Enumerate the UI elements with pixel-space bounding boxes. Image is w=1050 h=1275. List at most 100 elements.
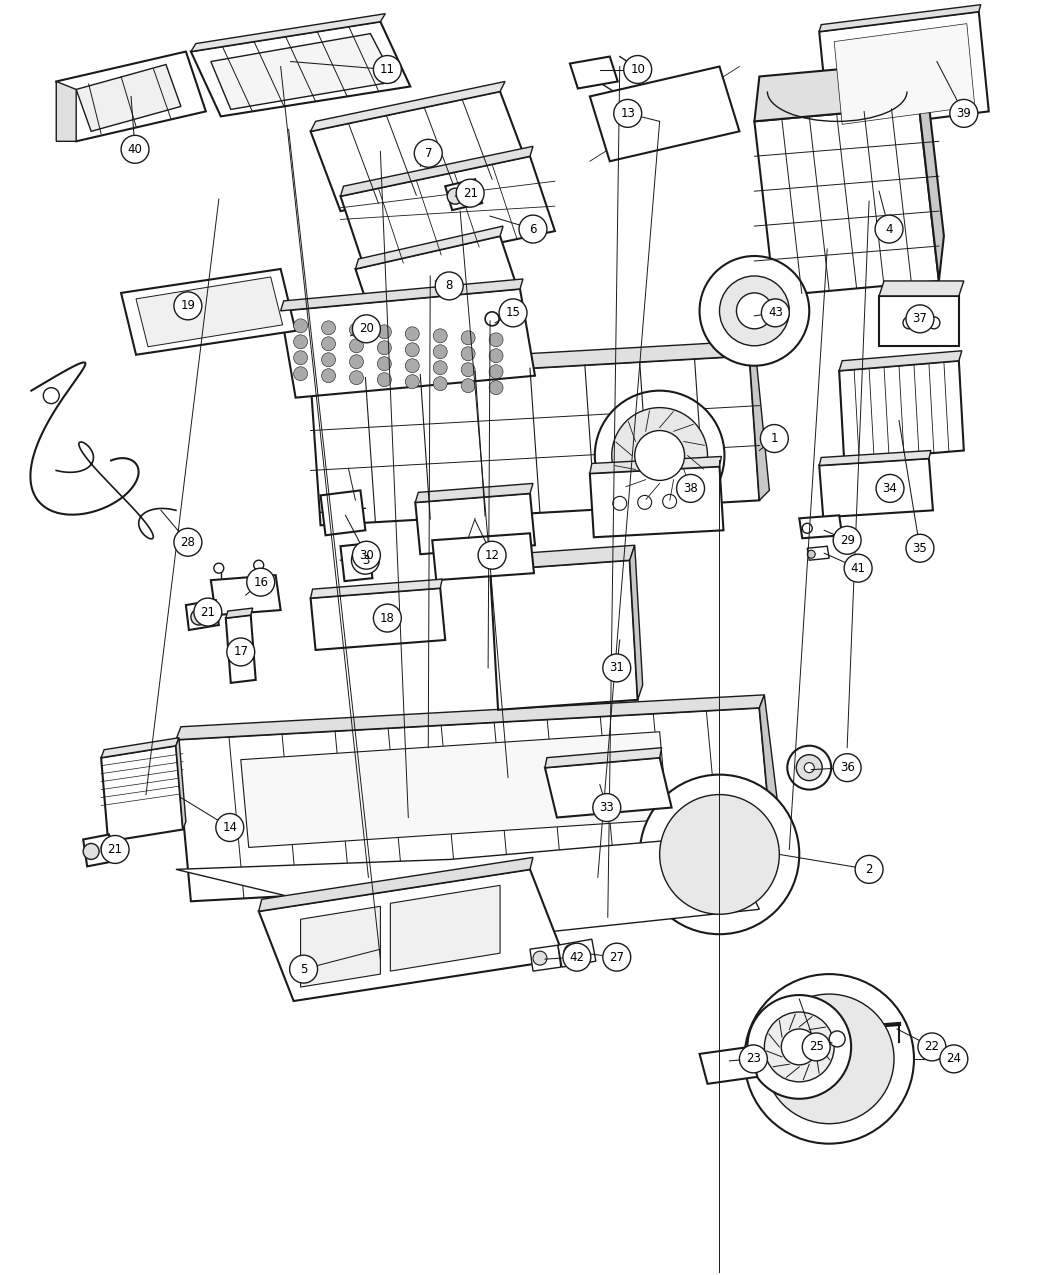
Circle shape [603,654,631,682]
Circle shape [405,358,419,372]
Polygon shape [433,533,534,580]
Circle shape [321,353,336,367]
Circle shape [533,951,547,965]
Text: 2: 2 [865,863,873,876]
Circle shape [434,344,447,358]
Polygon shape [750,340,770,500]
Circle shape [101,835,129,863]
Polygon shape [799,515,842,538]
Polygon shape [311,579,442,598]
Text: 25: 25 [808,1040,823,1053]
Polygon shape [101,746,183,842]
Polygon shape [311,82,505,131]
Polygon shape [490,546,634,570]
Polygon shape [490,560,637,710]
Polygon shape [311,340,754,381]
Text: 29: 29 [840,534,855,547]
Circle shape [194,598,222,626]
Polygon shape [340,157,554,272]
Circle shape [564,945,580,960]
Polygon shape [186,601,218,630]
Circle shape [321,337,336,351]
Circle shape [350,323,363,337]
Polygon shape [754,61,924,121]
Circle shape [353,542,380,569]
Text: 10: 10 [630,62,645,76]
Polygon shape [545,747,662,768]
Circle shape [499,298,527,326]
Circle shape [101,843,111,853]
Circle shape [844,555,873,583]
Circle shape [876,474,904,502]
Polygon shape [530,945,561,972]
Polygon shape [258,857,533,912]
Circle shape [634,431,685,481]
Text: 21: 21 [107,843,123,856]
Circle shape [940,1046,968,1072]
Circle shape [174,292,202,320]
Text: 17: 17 [233,645,248,658]
Circle shape [593,793,621,821]
Circle shape [461,330,476,344]
Polygon shape [57,51,206,142]
Circle shape [736,293,773,329]
Circle shape [676,474,705,502]
Circle shape [436,272,463,300]
Circle shape [855,856,883,884]
Text: 14: 14 [223,821,237,834]
Circle shape [227,638,255,666]
Circle shape [352,546,379,574]
Polygon shape [226,615,256,683]
Circle shape [834,527,861,555]
Circle shape [699,256,810,366]
Circle shape [294,319,308,333]
Polygon shape [340,147,533,196]
Circle shape [802,523,813,533]
Text: 34: 34 [883,482,898,495]
Text: 12: 12 [485,548,500,562]
Text: 21: 21 [463,186,478,200]
Polygon shape [807,546,830,560]
Polygon shape [191,22,411,116]
Circle shape [374,56,401,83]
Polygon shape [226,608,253,618]
Text: 16: 16 [253,575,268,589]
Text: 37: 37 [912,312,927,325]
Circle shape [83,844,99,859]
Text: 7: 7 [424,147,432,159]
Text: 8: 8 [445,279,453,292]
Circle shape [781,1029,817,1065]
Polygon shape [590,66,739,161]
Circle shape [613,496,627,510]
Circle shape [461,347,476,361]
Text: 43: 43 [768,306,782,319]
Polygon shape [176,839,759,940]
Circle shape [350,354,363,368]
Circle shape [377,325,392,339]
Circle shape [739,1046,768,1072]
Circle shape [489,333,503,347]
Circle shape [247,569,275,597]
Circle shape [719,275,790,346]
Circle shape [43,388,59,404]
Circle shape [489,365,503,379]
Circle shape [121,135,149,163]
Circle shape [659,794,779,914]
Polygon shape [176,695,764,739]
Polygon shape [136,277,282,347]
Circle shape [485,312,499,326]
Circle shape [350,339,363,353]
Circle shape [434,361,447,375]
Circle shape [748,994,852,1099]
Circle shape [906,305,933,333]
Text: 41: 41 [850,562,865,575]
Circle shape [377,340,392,354]
Text: 20: 20 [359,323,374,335]
Polygon shape [819,450,931,465]
Circle shape [563,944,591,972]
Text: 42: 42 [569,951,585,964]
Circle shape [637,496,652,509]
Circle shape [350,371,363,385]
Circle shape [456,180,484,207]
Circle shape [353,315,380,343]
